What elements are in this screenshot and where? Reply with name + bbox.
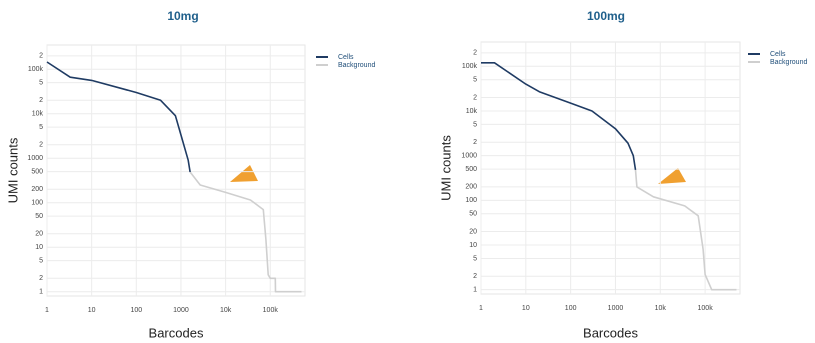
y-tick-label: 2 <box>473 139 477 146</box>
y-tick-label: 10 <box>35 244 43 251</box>
x-axis-label: Barcodes <box>149 325 204 340</box>
x-axis-label: Barcodes <box>583 325 638 340</box>
y-tick-label: 500 <box>31 168 43 175</box>
x-tick-label: 100k <box>263 307 279 314</box>
y-tick-label: 10 <box>469 242 477 249</box>
data-line <box>481 62 637 171</box>
x-tick-label: 100 <box>130 307 142 314</box>
y-tick-label: 10k <box>32 111 44 118</box>
x-tick-label: 10 <box>522 305 530 312</box>
y-tick-label: 10k <box>466 108 478 115</box>
y-tick-label: 1000 <box>27 155 43 162</box>
x-tick-label: 100k <box>698 305 714 312</box>
data-line <box>189 171 302 293</box>
y-tick-label: 1 <box>473 287 477 294</box>
y-tick-label: 200 <box>465 184 477 191</box>
y-tick-label: 50 <box>35 213 43 220</box>
y-tick-label: 5 <box>473 121 477 128</box>
legend-label: Background <box>770 59 807 66</box>
x-tick-label: 1000 <box>173 307 189 314</box>
legend-label: Cells <box>338 54 354 61</box>
y-tick-label: 200 <box>31 186 43 193</box>
annotation-arrow <box>658 168 686 184</box>
y-tick-label: 5 <box>473 255 477 262</box>
y-tick-label: 2 <box>473 94 477 101</box>
y-tick-label: 20 <box>35 231 43 238</box>
legend-label: Background <box>338 62 375 69</box>
y-tick-label: 5 <box>39 79 43 86</box>
y-tick-label: 50 <box>469 211 477 218</box>
y-axis-label: UMI counts <box>438 135 453 201</box>
y-tick-label: 100 <box>31 200 43 207</box>
legend-label: Cells <box>770 51 786 58</box>
annotation-arrow <box>230 165 258 182</box>
y-tick-label: 5 <box>39 257 43 264</box>
data-line <box>634 169 737 291</box>
x-tick-label: 1 <box>45 307 49 314</box>
chart-title: 10mg <box>167 9 198 23</box>
x-tick-label: 10k <box>220 307 232 314</box>
x-tick-label: 10 <box>88 307 96 314</box>
y-tick-label: 2 <box>39 97 43 104</box>
y-tick-label: 1000 <box>461 152 477 159</box>
y-tick-label: 5 <box>473 77 477 84</box>
y-tick-label: 100k <box>462 63 478 70</box>
y-tick-label: 500 <box>465 166 477 173</box>
x-tick-label: 1000 <box>608 305 624 312</box>
x-tick-label: 100 <box>565 305 577 312</box>
y-tick-label: 20 <box>469 228 477 235</box>
y-tick-label: 100 <box>465 197 477 204</box>
x-tick-label: 1 <box>479 305 483 312</box>
y-tick-label: 2 <box>473 50 477 57</box>
y-tick-label: 100k <box>28 66 44 73</box>
y-tick-label: 2 <box>39 275 43 282</box>
y-tick-label: 2 <box>39 53 43 60</box>
y-tick-label: 2 <box>473 273 477 280</box>
y-axis-label: UMI counts <box>5 137 20 203</box>
y-tick-label: 5 <box>39 124 43 131</box>
data-line <box>46 61 191 173</box>
x-tick-label: 10k <box>655 305 667 312</box>
chart-title: 100mg <box>587 9 625 23</box>
y-tick-label: 2 <box>39 142 43 149</box>
y-tick-label: 1 <box>39 289 43 296</box>
